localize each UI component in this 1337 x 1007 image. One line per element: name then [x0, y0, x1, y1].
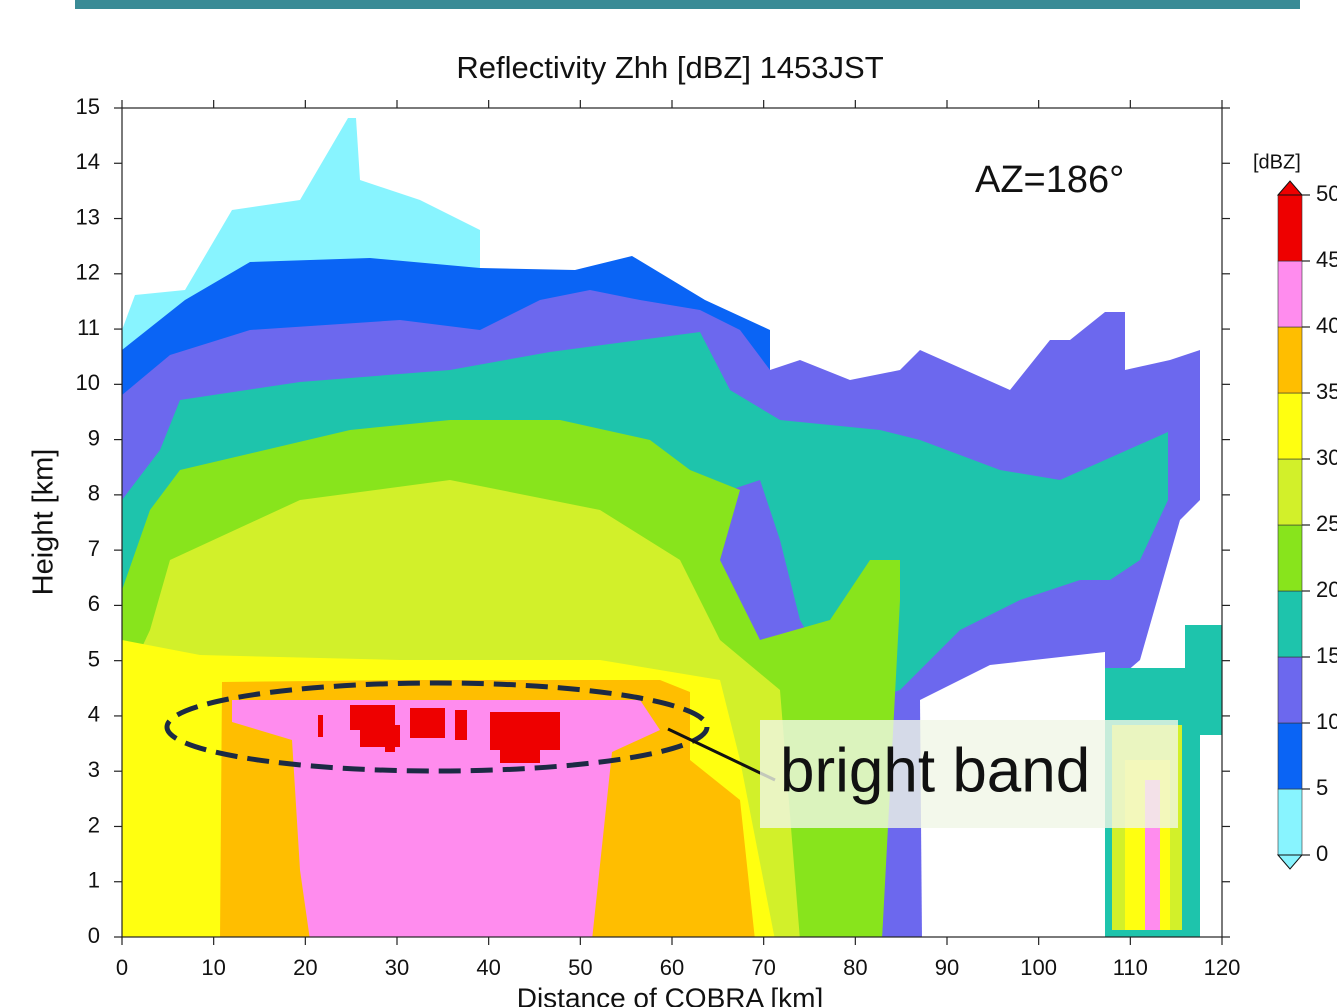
colorbar-bin [1277, 788, 1303, 856]
y-tick-label: 15 [76, 94, 100, 119]
x-tick-label: 110 [1113, 955, 1148, 980]
colorbar-tick-label: 20 [1316, 577, 1337, 602]
colorbar-tick-label: 30 [1316, 445, 1337, 470]
x-tick-label: 0 [116, 955, 128, 980]
x-tick-label: 90 [935, 955, 959, 980]
x-tick-label: 20 [293, 955, 317, 980]
colorbar-bin [1277, 194, 1303, 262]
colorbar-bin [1277, 722, 1303, 790]
header-bar [75, 0, 1300, 9]
colorbar-tick-label: 5 [1316, 775, 1328, 800]
y-tick-label: 2 [88, 812, 100, 837]
y-tick-label: 1 [88, 868, 100, 893]
y-tick-label: 5 [88, 646, 100, 671]
colorbar-bin [1277, 260, 1303, 328]
y-tick-label: 8 [88, 481, 100, 506]
colorbar-arrow-top [1276, 180, 1304, 196]
x-tick-label: 100 [1020, 955, 1057, 980]
colorbar-tick-label: 40 [1316, 313, 1337, 338]
colorbar-tick-label: 10 [1316, 709, 1337, 734]
y-tick-label: 0 [88, 923, 100, 948]
y-tick-label: 4 [88, 702, 100, 727]
reflectivity-field [122, 118, 1222, 937]
colorbar-bin [1277, 392, 1303, 460]
x-tick-label: 80 [843, 955, 867, 980]
colorbar-tick-label: 25 [1316, 511, 1337, 536]
x-tick-label: 30 [385, 955, 409, 980]
colorbar-bin [1277, 524, 1303, 592]
chart-title: Reflectivity Zhh [dBZ] 1453JST [456, 50, 883, 85]
y-tick-label: 3 [88, 757, 100, 782]
colorbar-tick-label: 0 [1316, 841, 1328, 866]
callout-box [760, 720, 1178, 828]
y-tick-label: 10 [76, 370, 100, 395]
x-tick-label: 60 [660, 955, 684, 980]
colorbar-tick-label: 15 [1316, 643, 1337, 668]
y-tick-label: 12 [76, 260, 100, 285]
y-axis-label: Height [km] [28, 449, 60, 596]
x-tick-label: 70 [751, 955, 775, 980]
y-tick-label: 7 [88, 536, 100, 561]
y-tick-label: 9 [88, 425, 100, 450]
colorbar-arrow-bottom [1276, 854, 1304, 870]
x-tick-label: 10 [201, 955, 225, 980]
colorbar-bin [1277, 458, 1303, 526]
x-tick-label: 40 [476, 955, 500, 980]
azimuth-annotation: AZ=186° [975, 159, 1124, 201]
bright-band-label: bright band [780, 736, 1090, 805]
colorbar-label: [dBZ] [1253, 151, 1301, 173]
y-tick-label: 11 [77, 315, 100, 340]
y-tick-label: 13 [76, 204, 100, 229]
callout-line [667, 727, 776, 782]
x-tick-label: 50 [568, 955, 592, 980]
colorbar-bin [1277, 656, 1303, 724]
bright-band-ellipse [164, 680, 710, 774]
colorbar-bin [1277, 326, 1303, 394]
colorbar-tick-label: 50 [1316, 181, 1337, 206]
colorbar-bin [1277, 590, 1303, 658]
colorbar-tick-label: 45 [1316, 247, 1337, 272]
x-tick-label: 120 [1204, 955, 1241, 980]
colorbar-tick-label: 35 [1316, 379, 1337, 404]
x-axis-label: Distance of COBRA [km] [517, 982, 824, 1007]
y-tick-label: 6 [88, 591, 100, 616]
y-tick-label: 14 [76, 149, 100, 174]
